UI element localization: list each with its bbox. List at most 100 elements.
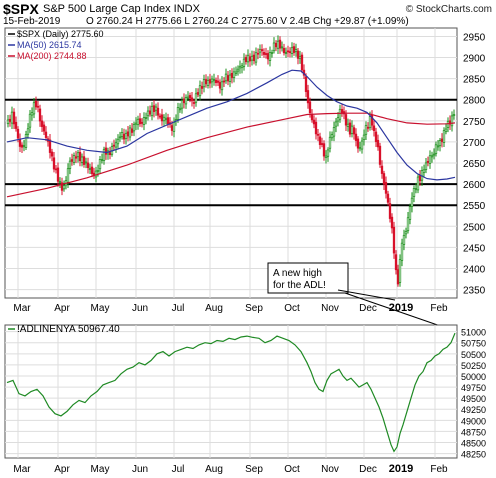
price-candle-body	[320, 143, 324, 145]
price-candle-body	[266, 53, 270, 60]
price-candle-body	[182, 98, 186, 104]
symbol-description: S&P 500 Large Cap Index INDX	[43, 3, 200, 15]
price-candle-body	[70, 159, 74, 162]
price-candle-body	[264, 53, 268, 55]
price-tick-label: 2850	[463, 75, 486, 86]
price-x-label: Feb	[430, 303, 448, 314]
price-candle-body	[392, 226, 396, 254]
price-candle-body	[18, 139, 22, 147]
price-candle-body	[442, 130, 446, 143]
price-candle-body	[262, 52, 266, 55]
price-candle-body	[234, 71, 238, 74]
adl-tick-label: 48250	[461, 450, 486, 460]
price-candle-body	[424, 162, 428, 171]
adl-tick-label: 50750	[461, 339, 486, 349]
price-candle-body	[288, 51, 292, 53]
price-x-label: Sep	[245, 303, 263, 314]
price-tick-label: 2950	[463, 32, 486, 43]
price-candle-body	[404, 230, 408, 235]
price-candle-body	[450, 115, 454, 127]
price-candle-body	[304, 76, 308, 92]
price-candle-body	[122, 133, 126, 140]
price-candle-body	[212, 79, 216, 81]
price-candle-body	[300, 54, 304, 71]
price-candle-body	[144, 117, 148, 119]
price-candle-body	[258, 48, 262, 53]
price-candle-body	[188, 95, 192, 99]
price-candle-body	[294, 49, 298, 52]
price-candle-body	[256, 52, 260, 55]
price-candle-body	[130, 128, 134, 133]
price-candle-body	[324, 155, 328, 159]
price-tick-label: 2450	[463, 243, 486, 254]
price-candle-body	[86, 162, 90, 169]
source-credit: © StockCharts.com	[405, 4, 492, 15]
price-candle-body	[330, 134, 334, 139]
price-candle-body	[28, 113, 32, 128]
price-candle-body	[74, 156, 78, 159]
adl-legend-entry: !ADLINENYA 50967.40	[17, 324, 120, 335]
price-x-label: Oct	[284, 303, 300, 314]
price-candle-body	[384, 182, 388, 194]
price-candle-body	[214, 79, 218, 84]
price-candle-body	[350, 125, 354, 134]
adl-tick-label: 49500	[461, 394, 486, 404]
price-tick-label: 2750	[463, 117, 486, 128]
adl-x-label: May	[91, 464, 110, 475]
price-candle-body	[238, 65, 242, 69]
price-candle-body	[296, 50, 300, 59]
price-candle-body	[398, 259, 402, 283]
price-candle-body	[104, 147, 108, 155]
adl-tick-label: 51000	[461, 328, 486, 338]
price-candle-body	[24, 133, 28, 148]
price-candle-body	[344, 114, 348, 126]
adl-x-label: Jun	[132, 464, 148, 475]
price-candle-body	[204, 79, 208, 85]
price-candle-body	[236, 68, 240, 72]
price-candle-body	[66, 168, 70, 183]
price-candle-body	[312, 119, 316, 125]
price-candle-body	[306, 90, 310, 104]
price-candle-body	[192, 102, 196, 104]
price-x-label: May	[91, 303, 110, 314]
price-candle-body	[48, 139, 52, 153]
price-candle-body	[198, 85, 202, 97]
price-candle-body	[426, 160, 430, 163]
price-candle-body	[30, 112, 34, 116]
price-candle-body	[282, 48, 286, 54]
price-candle-body	[444, 128, 448, 133]
adl-x-label: Jul	[172, 464, 185, 475]
price-candle-body	[98, 159, 102, 170]
price-candle-body	[118, 136, 122, 139]
adl-x-label: Apr	[54, 464, 70, 475]
price-x-label: Jul	[172, 303, 185, 314]
price-candle-body	[146, 110, 150, 117]
price-candle-body	[432, 153, 436, 156]
price-candle-body	[390, 216, 394, 229]
price-candle-body	[376, 139, 380, 148]
price-candle-body	[166, 117, 170, 125]
price-candle-body	[200, 86, 204, 89]
price-candle-body	[222, 80, 226, 83]
price-candle-body	[190, 97, 194, 102]
price-candle-body	[246, 54, 250, 63]
price-x-label: Nov	[321, 303, 339, 314]
adl-tick-label: 48750	[461, 427, 486, 437]
adl-x-label: Dec	[359, 464, 377, 475]
price-candle-body	[26, 128, 30, 135]
price-candle-body	[260, 49, 264, 52]
price-candle-body	[78, 151, 82, 162]
price-candle-body	[84, 161, 88, 164]
price-tick-label: 2650	[463, 159, 486, 170]
price-candle-body	[186, 96, 190, 99]
adl-x-label: Sep	[245, 464, 263, 475]
price-candle-body	[154, 106, 158, 111]
price-candle-body	[50, 151, 54, 157]
price-candle-body	[100, 159, 104, 161]
price-candle-body	[374, 131, 378, 142]
annotation-arrow-to-price	[337, 289, 396, 301]
price-x-label: 2019	[389, 302, 413, 314]
price-candle-body	[134, 122, 138, 125]
price-x-label: Mar	[13, 303, 31, 314]
